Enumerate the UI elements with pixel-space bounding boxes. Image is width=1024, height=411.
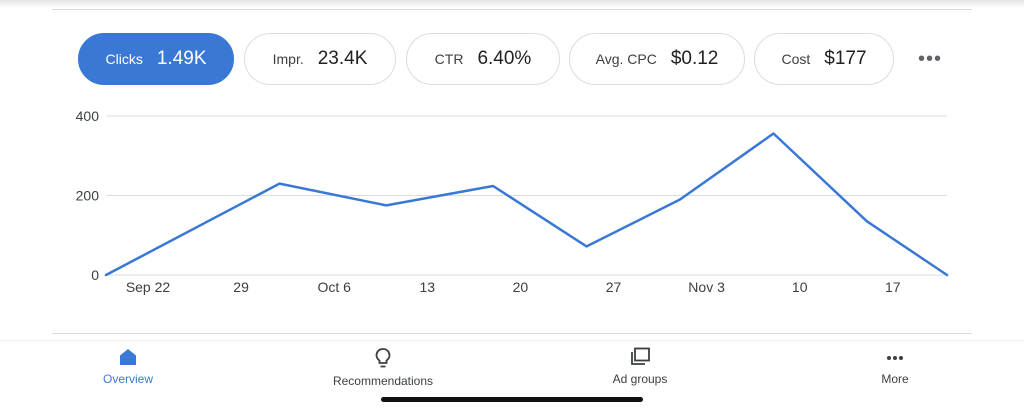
metric-value: $0.12 xyxy=(670,48,719,69)
x-tick-label: 29 xyxy=(233,279,249,295)
metric-label: Clicks xyxy=(105,51,143,67)
metric-chip-ctr[interactable]: CTR 6.40% xyxy=(406,33,560,85)
data-point xyxy=(946,274,948,276)
performance-card: Clicks 1.49K Impr. 23.4K CTR 6.40% Avg. … xyxy=(0,0,1024,340)
metric-label: Avg. CPC xyxy=(595,51,657,67)
x-tick-label: Sep 22 xyxy=(126,279,171,295)
metric-value: 6.40% xyxy=(477,48,532,69)
metric-chips: Clicks 1.49K Impr. 23.4K CTR 6.40% Avg. … xyxy=(0,0,1024,100)
metric-chip-avg-cpc[interactable]: Avg. CPC $0.12 xyxy=(569,33,745,85)
more-icon xyxy=(887,356,903,360)
metric-label: Cost xyxy=(781,51,811,67)
nav-recommendations[interactable]: Recommendations xyxy=(318,341,448,401)
x-tick-label: 17 xyxy=(885,279,901,295)
top-edge xyxy=(0,0,1024,8)
data-point xyxy=(385,204,388,207)
nav-label: More xyxy=(881,372,909,386)
x-tick-label: 20 xyxy=(513,279,529,295)
data-point xyxy=(585,245,588,248)
lightbulb-icon xyxy=(375,348,391,368)
data-point xyxy=(492,184,495,187)
nav-label: Overview xyxy=(102,372,153,386)
nav-label: Ad groups xyxy=(612,372,668,386)
nav-more[interactable]: More xyxy=(860,341,930,401)
metric-chip-clicks[interactable]: Clicks 1.49K xyxy=(78,33,234,85)
x-tick-label: 27 xyxy=(606,279,622,295)
more-metrics-icon[interactable]: ••• xyxy=(917,47,942,70)
y-tick-label: 0 xyxy=(91,267,99,283)
nav-ad-groups[interactable]: Ad groups xyxy=(590,341,690,401)
y-tick-label: 200 xyxy=(76,188,100,204)
metric-label: CTR xyxy=(434,51,464,67)
x-tick-label: 13 xyxy=(420,279,436,295)
ad-groups-icon xyxy=(631,347,650,365)
series-line xyxy=(104,132,949,277)
data-point xyxy=(679,198,682,201)
y-tick-label: 400 xyxy=(76,108,100,124)
metric-value: 1.49K xyxy=(156,48,207,69)
home-indicator xyxy=(381,397,643,402)
data-point xyxy=(105,274,107,276)
x-tick-label: 10 xyxy=(792,279,808,295)
metric-chip-cost[interactable]: Cost $177 xyxy=(754,33,894,85)
metric-chip-impressions[interactable]: Impr. 23.4K xyxy=(244,33,396,85)
bottom-divider xyxy=(52,333,972,334)
home-icon xyxy=(120,349,136,365)
data-point xyxy=(772,132,775,135)
nav-overview[interactable]: Overview xyxy=(88,341,168,401)
metric-label: Impr. xyxy=(272,51,304,67)
x-tick-label: Oct 6 xyxy=(317,279,351,295)
clicks-line-chart: 0 200 400 Sep 22 29 Oct 6 13 20 27 Nov 3 10 17 xyxy=(76,108,949,295)
data-point xyxy=(278,182,281,185)
x-tick-label: Nov 3 xyxy=(688,279,725,295)
nav-label: Recommendations xyxy=(332,374,434,388)
top-divider xyxy=(52,9,972,10)
metric-value: $177 xyxy=(824,48,867,69)
data-point xyxy=(865,220,868,223)
metric-value: 23.4K xyxy=(317,48,368,69)
